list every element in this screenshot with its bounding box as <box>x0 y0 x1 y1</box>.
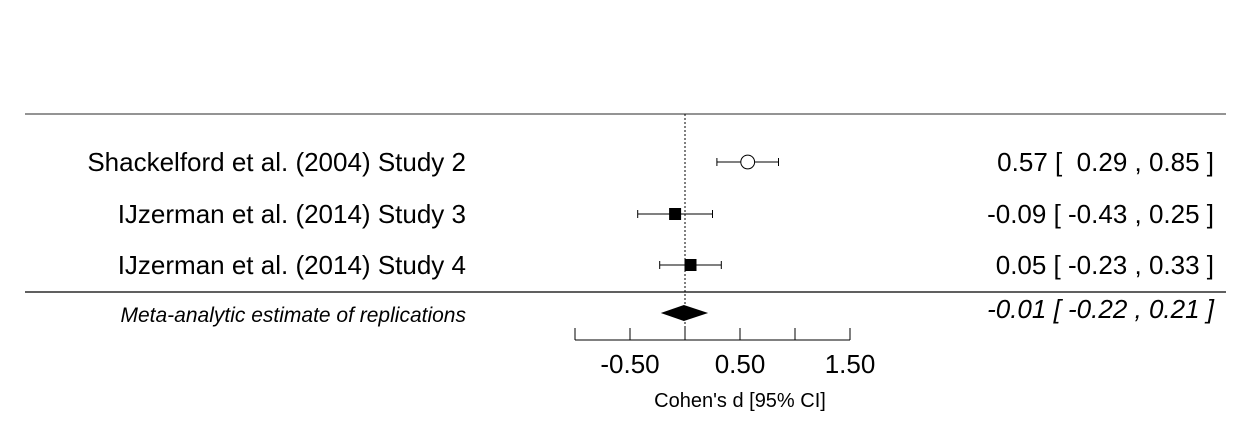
summary-diamond <box>660 305 709 321</box>
summary-label: Meta-analytic estimate of replications <box>121 304 467 327</box>
x-axis-label: Cohen's d [95% CI] <box>654 390 826 412</box>
x-axis: -0.50 0.50 1.50 <box>574 328 876 379</box>
point-estimate <box>684 259 697 271</box>
ci-text: 0.57 [ 0.29 , 0.85 ] <box>997 147 1214 177</box>
study-label: IJzerman et al. (2014) Study 4 <box>118 250 466 280</box>
summary-ci-text: -0.01 [ -0.22 , 0.21 ] <box>987 294 1215 324</box>
study-label: IJzerman et al. (2014) Study 3 <box>118 199 466 229</box>
tick-label: 0.50 <box>715 349 766 379</box>
point-estimate <box>669 208 682 220</box>
tick-label: -0.50 <box>600 349 659 379</box>
tick-label: 1.50 <box>825 349 876 379</box>
study-label: Shackelford et al. (2004) Study 2 <box>87 147 466 177</box>
ci-text: -0.09 [ -0.43 , 0.25 ] <box>987 199 1214 229</box>
point-estimate <box>740 154 756 170</box>
ci-text: 0.05 [ -0.23 , 0.33 ] <box>996 250 1214 280</box>
